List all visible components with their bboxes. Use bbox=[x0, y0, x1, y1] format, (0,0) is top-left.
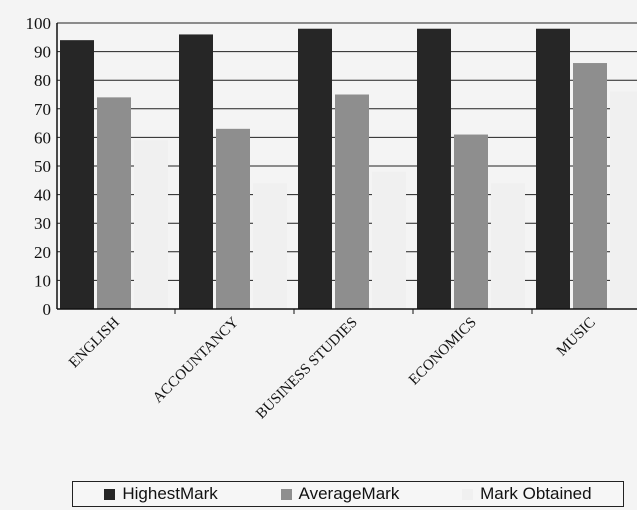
bar-highestmark-4 bbox=[536, 28, 570, 309]
bars bbox=[60, 28, 637, 309]
legend-label-average: AverageMark bbox=[298, 484, 400, 503]
y-tick-label: 50 bbox=[34, 157, 51, 176]
bar-averagemark-0 bbox=[97, 97, 131, 309]
x-category-labels: ENGLISH ACCOUNTANCY BUSINESS STUDIES ECONOM… bbox=[66, 314, 599, 422]
y-tick-label: 0 bbox=[43, 300, 52, 319]
y-tick-label: 60 bbox=[34, 128, 51, 147]
bar-mark-obtained-4 bbox=[610, 91, 637, 309]
legend-swatch-obtained bbox=[462, 488, 474, 500]
bar-mark-obtained-3 bbox=[491, 183, 525, 309]
y-tick-label: 40 bbox=[34, 186, 51, 205]
y-tick-label: 80 bbox=[34, 71, 51, 90]
bar-averagemark-2 bbox=[335, 94, 369, 309]
y-tick-label: 70 bbox=[34, 100, 51, 119]
legend-swatch-highest bbox=[104, 488, 116, 500]
bar-mark-obtained-0 bbox=[134, 140, 168, 309]
bar-averagemark-4 bbox=[573, 63, 607, 309]
legend-label-highest: HighestMark bbox=[122, 484, 218, 503]
x-category-label: MUSIC bbox=[554, 315, 599, 360]
legend-label-obtained: Mark Obtained bbox=[480, 484, 592, 503]
legend: HighestMark AverageMark Mark Obtained bbox=[72, 481, 624, 507]
bar-averagemark-1 bbox=[216, 128, 250, 309]
legend-item-highest: HighestMark bbox=[104, 484, 218, 504]
bar-chart: 0 10 20 30 40 50 60 70 80 90 100 ENGLISH ACCOUNTANC… bbox=[26, 14, 637, 422]
y-tick-label: 20 bbox=[34, 243, 51, 262]
y-tick-label: 100 bbox=[26, 14, 52, 33]
legend-swatch-average bbox=[280, 488, 292, 500]
bar-highestmark-2 bbox=[298, 28, 332, 309]
bar-mark-obtained-1 bbox=[253, 183, 287, 309]
y-tick-label: 10 bbox=[34, 271, 51, 290]
x-category-label: BUSINESS STUDIES bbox=[253, 315, 361, 423]
bar-highestmark-1 bbox=[179, 34, 213, 309]
y-tick-label: 30 bbox=[34, 214, 51, 233]
bar-mark-obtained-2 bbox=[372, 171, 406, 309]
x-category-label: ECONOMICS bbox=[406, 315, 480, 389]
axes bbox=[56, 23, 637, 314]
x-category-label: ACCOUNTANCY bbox=[150, 314, 242, 406]
legend-item-obtained: Mark Obtained bbox=[462, 484, 592, 504]
legend-item-average: AverageMark bbox=[280, 484, 400, 504]
x-category-label: ENGLISH bbox=[66, 314, 123, 371]
bar-highestmark-0 bbox=[60, 40, 94, 309]
y-tick-labels: 0 10 20 30 40 50 60 70 80 90 100 bbox=[26, 14, 52, 319]
bar-averagemark-3 bbox=[454, 134, 488, 309]
bar-highestmark-3 bbox=[417, 28, 451, 309]
y-tick-label: 90 bbox=[34, 43, 51, 62]
